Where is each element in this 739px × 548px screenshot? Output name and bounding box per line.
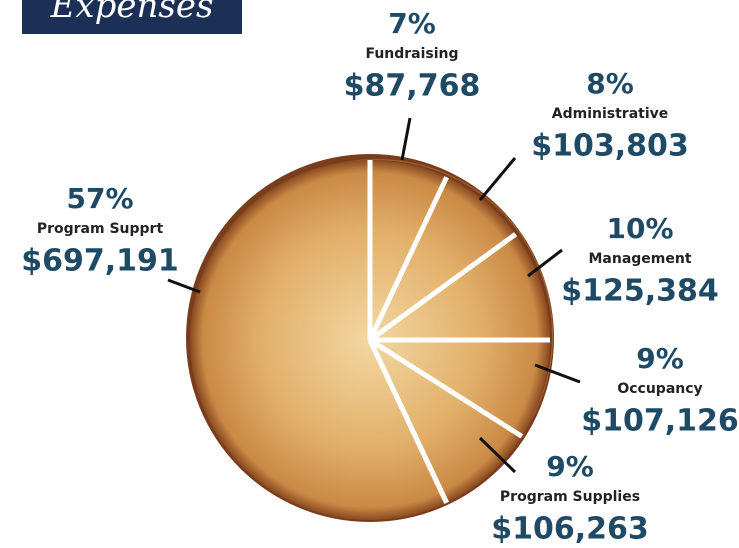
- percent-label: 7%: [388, 7, 436, 40]
- category-label: Program Supplies: [500, 489, 640, 505]
- category-label: Administrative: [552, 106, 669, 122]
- pie-slice: [370, 340, 522, 503]
- leader-line: [478, 436, 517, 474]
- rings: [367, 160, 550, 504]
- percent-label: 10%: [606, 212, 673, 245]
- separator: [367, 176, 449, 342]
- leader-line: [400, 117, 412, 161]
- percent-label: 57%: [66, 182, 133, 215]
- title-box: [22, 0, 242, 34]
- amount-label: $125,384: [561, 274, 719, 309]
- pie-slice: [370, 234, 550, 340]
- percent-label: 8%: [586, 67, 634, 100]
- amount-label: $87,768: [344, 69, 481, 104]
- pie-slice: [370, 177, 516, 340]
- separator: [368, 232, 518, 343]
- separator: [368, 337, 524, 439]
- amount-label: $103,803: [531, 129, 689, 164]
- separator: [367, 338, 449, 504]
- category-label: Occupancy: [617, 381, 702, 397]
- leader-line: [167, 278, 201, 294]
- slices: [190, 159, 554, 520]
- chart-title: Expenses: [50, 0, 214, 26]
- labels: 7% Fundraising $87,768 8% Administrative $103…: [21, 7, 739, 547]
- leader-line: [527, 248, 563, 278]
- amount-label: $106,263: [491, 512, 649, 547]
- category-label: Fundraising: [365, 46, 458, 62]
- percent-label: 9%: [546, 450, 594, 483]
- leader-line: [534, 363, 581, 384]
- pie-slice: [190, 160, 447, 520]
- percent-label: 9%: [636, 342, 684, 375]
- amount-label: $697,191: [21, 244, 179, 279]
- leader-line: [478, 157, 517, 201]
- category-label: Management: [588, 251, 691, 267]
- amount-label: $107,126: [581, 404, 739, 439]
- category-label: Program Supprt: [37, 221, 164, 237]
- pie-slice: [370, 340, 550, 437]
